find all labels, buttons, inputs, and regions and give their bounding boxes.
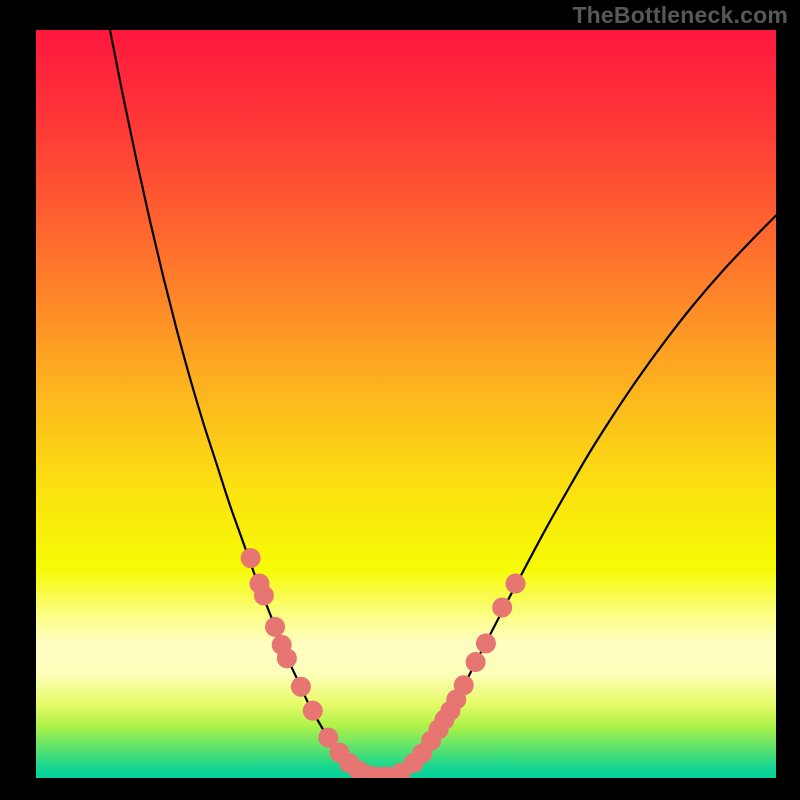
curve-dot [241, 548, 261, 568]
curve-dot [277, 648, 297, 668]
bottleneck-chart [0, 0, 800, 800]
chart-frame: TheBottleneck.com [0, 0, 800, 800]
watermark-text: TheBottleneck.com [572, 2, 788, 29]
curve-dot [506, 574, 526, 594]
curve-dot [291, 677, 311, 697]
curve-dot [254, 585, 274, 605]
curve-dot [303, 701, 323, 721]
curve-dot [492, 597, 512, 617]
gradient-background [36, 30, 776, 778]
curve-dot [454, 675, 474, 695]
curve-dot [265, 617, 285, 637]
curve-dot [476, 633, 496, 653]
curve-dot [466, 652, 486, 672]
